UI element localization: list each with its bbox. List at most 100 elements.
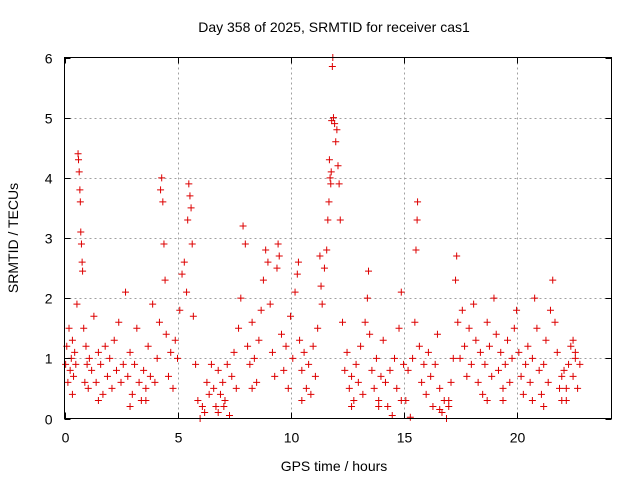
- data-point: [64, 378, 72, 386]
- data-point: [497, 348, 505, 356]
- data-point: [309, 342, 317, 350]
- data-point: [90, 312, 98, 320]
- data-point: [273, 264, 281, 272]
- data-point: [68, 390, 76, 398]
- data-point: [368, 366, 376, 374]
- data-point: [316, 252, 324, 260]
- data-point: [494, 366, 502, 374]
- data-point: [128, 390, 136, 398]
- y-tick-label: 4: [45, 171, 53, 187]
- data-point: [210, 384, 218, 392]
- data-point: [72, 360, 80, 368]
- data-point: [101, 342, 109, 350]
- data-point: [70, 372, 78, 380]
- data-point: [463, 372, 471, 380]
- data-point: [422, 390, 430, 398]
- data-point: [160, 240, 168, 248]
- y-tick-label: 5: [45, 111, 53, 127]
- data-point: [187, 204, 195, 212]
- data-point: [250, 354, 258, 362]
- data-point: [535, 366, 543, 374]
- data-point: [203, 378, 211, 386]
- data-point: [157, 186, 165, 194]
- data-point: [80, 324, 88, 332]
- data-point: [445, 402, 453, 410]
- data-point: [366, 330, 374, 338]
- data-point: [517, 372, 525, 380]
- data-point: [350, 396, 358, 404]
- data-point: [474, 378, 482, 386]
- data-point: [404, 366, 412, 374]
- data-point: [499, 384, 507, 392]
- data-point: [237, 294, 245, 302]
- data-point: [99, 390, 107, 398]
- data-point: [214, 366, 222, 374]
- data-point: [556, 384, 564, 392]
- data-point: [257, 306, 265, 314]
- data-point: [275, 252, 283, 260]
- data-point: [375, 396, 383, 404]
- data-point: [454, 318, 462, 326]
- data-point: [149, 300, 157, 308]
- data-point: [412, 246, 420, 254]
- data-point: [397, 288, 405, 296]
- data-point: [94, 396, 102, 404]
- data-point: [232, 384, 240, 392]
- data-point: [176, 306, 184, 314]
- data-point: [513, 306, 521, 314]
- data-point: [81, 378, 89, 386]
- data-point: [341, 366, 349, 374]
- data-point: [73, 300, 81, 308]
- data-point: [220, 402, 228, 410]
- data-point: [574, 384, 582, 392]
- data-point: [449, 354, 457, 362]
- x-tick-label: 15: [397, 430, 413, 446]
- data-point: [569, 372, 577, 380]
- y-tick-label: 2: [45, 291, 53, 307]
- data-point: [216, 390, 224, 398]
- data-point: [326, 174, 334, 182]
- x-tick-label: 5: [175, 430, 183, 446]
- data-point: [131, 360, 139, 368]
- data-point: [406, 413, 414, 421]
- data-point: [331, 120, 339, 128]
- data-point: [262, 246, 270, 254]
- data-point: [359, 390, 367, 398]
- data-point: [470, 300, 478, 308]
- data-point: [339, 318, 347, 326]
- data-point: [317, 282, 325, 290]
- data-point: [542, 336, 550, 344]
- data-point: [333, 126, 341, 134]
- data-point: [186, 192, 194, 200]
- data-point: [77, 240, 85, 248]
- data-point: [185, 180, 193, 188]
- data-point: [142, 384, 150, 392]
- y-tick-label: 0: [45, 412, 53, 428]
- data-point: [314, 324, 322, 332]
- data-point: [169, 384, 177, 392]
- data-point: [119, 360, 127, 368]
- data-point: [161, 276, 169, 284]
- data-point: [328, 117, 336, 125]
- data-point: [565, 360, 573, 368]
- data-point: [92, 378, 100, 386]
- data-point: [499, 396, 507, 404]
- data-point: [411, 318, 419, 326]
- data-point: [94, 348, 102, 356]
- data-point: [112, 366, 120, 374]
- data-point: [284, 384, 292, 392]
- data-point: [453, 252, 461, 260]
- data-point: [153, 354, 161, 362]
- data-point: [280, 366, 288, 374]
- data-point: [311, 372, 319, 380]
- data-point: [85, 354, 93, 362]
- data-point: [465, 324, 473, 332]
- data-point: [133, 324, 141, 332]
- data-point: [567, 342, 575, 350]
- data-point: [144, 342, 152, 350]
- data-point: [194, 396, 202, 404]
- data-point: [97, 360, 105, 368]
- data-point: [526, 378, 534, 386]
- data-point: [391, 354, 399, 362]
